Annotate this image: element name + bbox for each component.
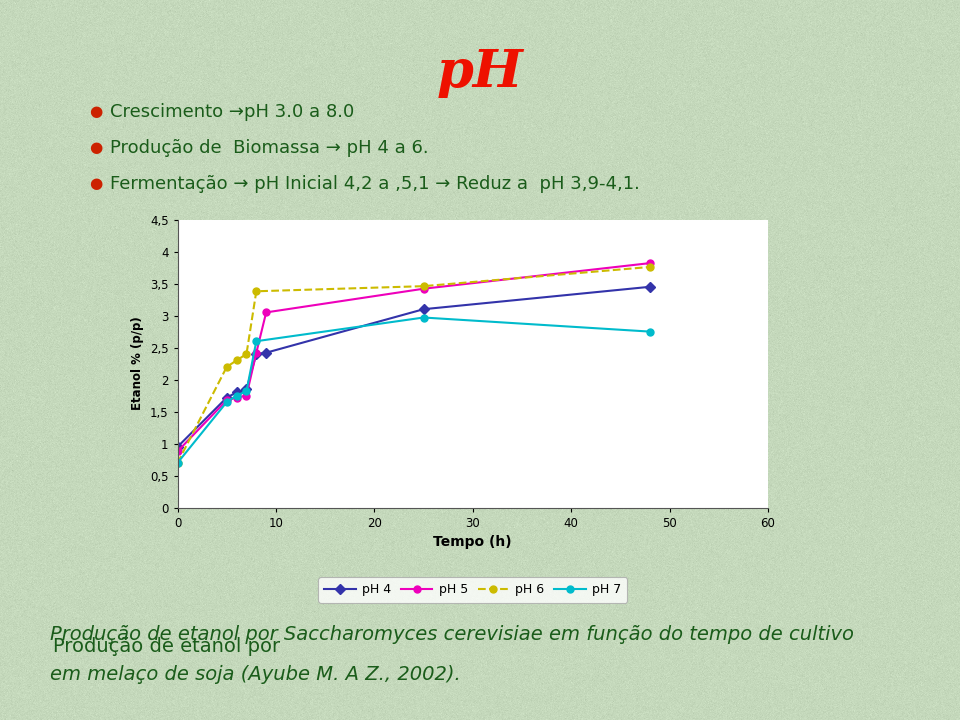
pH 6 [241, 350, 252, 359]
Text: ●: ● [89, 104, 103, 119]
Text: ●: ● [89, 176, 103, 191]
pH 7 [230, 391, 242, 400]
X-axis label: Tempo (h): Tempo (h) [434, 535, 512, 549]
pH 5 [172, 447, 183, 456]
Line: pH 7: pH 7 [174, 314, 654, 467]
pH 5 [241, 391, 252, 400]
Text: Produção de etanol por Saccharomyces cerevisiae em função do tempo de cultivo: Produção de etanol por Saccharomyces cer… [50, 625, 853, 644]
Text: Produção de etanol por Saccharomyces cerevisiae em função do tempo de cultivo: Produção de etanol por Saccharomyces cer… [53, 637, 855, 656]
pH 7 [644, 328, 656, 336]
Line: pH 4: pH 4 [174, 284, 654, 450]
Text: Fermentação → pH Inicial 4,2 a ,5,1 → Reduz a  pH 3,9-4,1.: Fermentação → pH Inicial 4,2 a ,5,1 → Re… [110, 175, 640, 192]
pH 4 [221, 393, 232, 402]
Text: em melaço de soja (Ayube M. A Z., 2002).: em melaço de soja (Ayube M. A Z., 2002). [50, 665, 461, 684]
pH 5 [230, 393, 242, 402]
pH 6 [644, 263, 656, 271]
pH 4 [644, 282, 656, 291]
pH 5 [260, 308, 272, 317]
pH 6 [221, 362, 232, 371]
Text: Produção de  Biomassa → pH 4 a 6.: Produção de Biomassa → pH 4 a 6. [110, 138, 429, 157]
Line: pH 6: pH 6 [174, 264, 654, 467]
pH 7 [221, 397, 232, 406]
pH 7 [251, 337, 262, 346]
pH 4 [172, 443, 183, 451]
pH 5 [251, 348, 262, 357]
pH 4 [230, 388, 242, 397]
pH 5 [221, 396, 232, 405]
pH 5 [644, 258, 656, 267]
Text: Produção de etanol por: Produção de etanol por [53, 637, 286, 656]
Line: pH 5: pH 5 [174, 260, 654, 455]
pH 4 [418, 305, 429, 313]
pH 6 [172, 459, 183, 467]
Text: Crescimento →pH 3.0 a 8.0: Crescimento →pH 3.0 a 8.0 [110, 102, 354, 120]
pH 4 [241, 385, 252, 394]
pH 6 [418, 282, 429, 290]
pH 5 [418, 284, 429, 293]
pH 4 [260, 348, 272, 357]
Legend: pH 4, pH 5, pH 6, pH 7: pH 4, pH 5, pH 6, pH 7 [318, 577, 628, 603]
Y-axis label: Etanol % (p/p): Etanol % (p/p) [132, 317, 144, 410]
pH 4 [251, 350, 262, 359]
pH 7 [241, 387, 252, 395]
pH 7 [418, 313, 429, 322]
pH 6 [251, 287, 262, 296]
Text: ●: ● [89, 140, 103, 155]
Text: pH: pH [437, 47, 523, 98]
pH 7 [172, 459, 183, 467]
pH 6 [230, 356, 242, 365]
